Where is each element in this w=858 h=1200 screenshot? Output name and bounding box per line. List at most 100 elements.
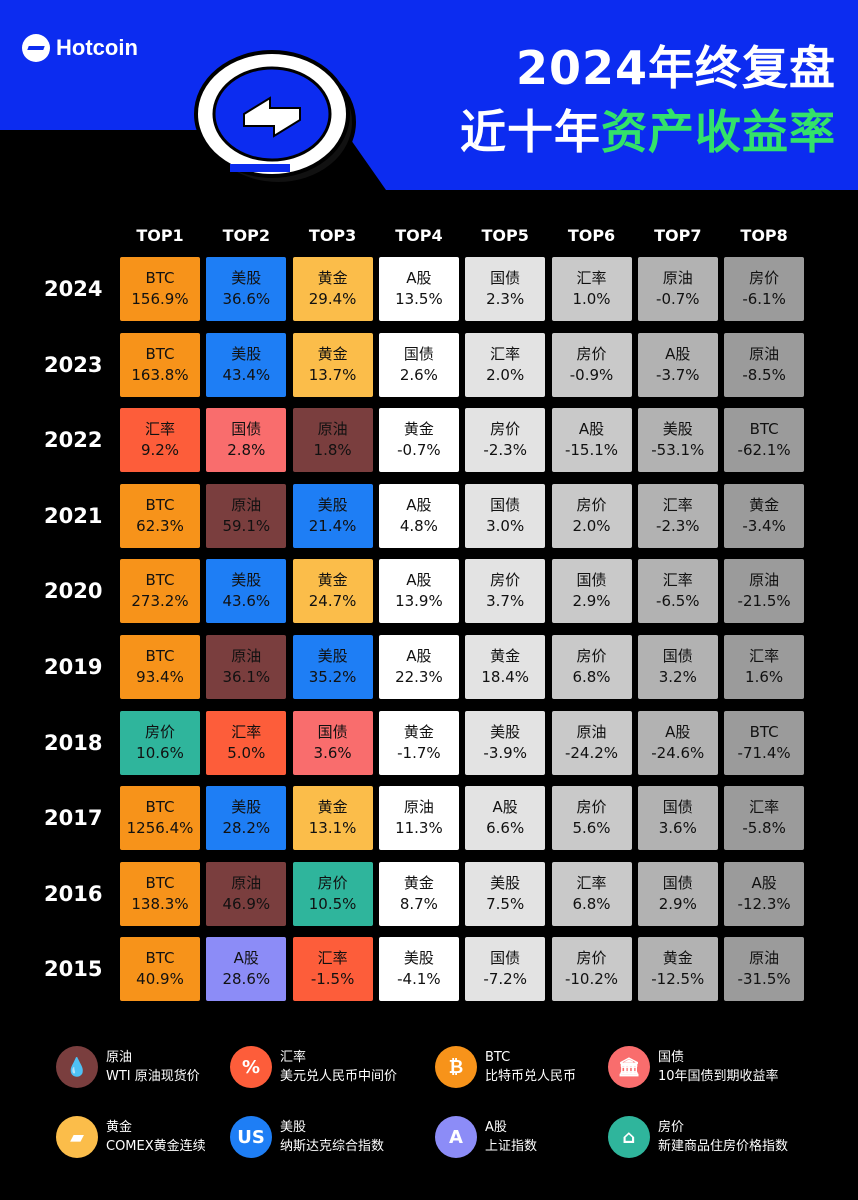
cell-asset: 房价: [576, 949, 607, 968]
cell-return: 36.6%: [222, 290, 271, 308]
cell-return: 3.7%: [486, 592, 525, 611]
cell-asset: A股: [406, 647, 432, 665]
cell-asset: 国债: [490, 495, 521, 514]
cell-asset: 房价: [490, 420, 521, 439]
table-cell: 黄金 -3.4%: [724, 483, 805, 548]
table-cell: 房价 -0.9%: [551, 332, 632, 397]
header-banner: Hotcoin 2024年终复盘 近十年资产收益率: [0, 0, 858, 190]
legend-desc: COMEX黄金连续: [106, 1139, 206, 1154]
coin-illustration-icon: [194, 50, 356, 186]
cell-asset: 原油: [317, 420, 348, 439]
cell-asset: A股: [406, 495, 432, 514]
cell-asset: 黄金: [662, 949, 693, 968]
table-cell: BTC 40.9%: [120, 937, 200, 1002]
cell-asset: 黄金: [317, 571, 348, 590]
legend-name: 黄金: [106, 1120, 133, 1135]
cell-asset: 美股: [490, 722, 521, 741]
cell-return: 36.1%: [222, 668, 271, 686]
table-cell: 汇率 1.0%: [551, 257, 632, 321]
column-header-8: TOP8: [740, 226, 788, 245]
cell-return: 2.9%: [572, 592, 611, 611]
cell-return: -24.6%: [651, 743, 705, 762]
table-cell: 房价 -10.2%: [551, 937, 632, 1002]
table-cell: BTC 156.9%: [120, 257, 200, 321]
cell-return: 8.7%: [399, 894, 438, 913]
table-cell: 国债 3.0%: [465, 483, 546, 548]
cell-asset: A股: [406, 571, 432, 590]
cell-asset: BTC: [145, 873, 175, 892]
cell-return: 43.6%: [222, 592, 271, 611]
row-year-label: 2017: [44, 806, 103, 831]
cell-asset: 原油: [231, 495, 262, 514]
cell-return: -31.5%: [737, 970, 791, 989]
table-cell: A股 13.9%: [378, 559, 459, 624]
cell-return: 2.9%: [658, 894, 697, 913]
table-cell: 黄金 24.7%: [292, 559, 373, 624]
table-cell: 国债 2.6%: [378, 332, 459, 397]
table-cell: 房价 -6.1%: [724, 257, 805, 321]
legend-desc: 纳斯达克综合指数: [280, 1139, 385, 1154]
table-cell: 国债 -7.2%: [465, 937, 546, 1002]
table-cell: 黄金 8.7%: [378, 861, 459, 926]
cell-asset: BTC: [145, 571, 175, 590]
cell-return: 5.0%: [227, 743, 266, 762]
table-cell: 黄金 -12.5%: [637, 937, 718, 1002]
cell-asset: 汇率: [231, 722, 262, 741]
cell-return: 3.2%: [658, 668, 697, 686]
cell-asset: 房价: [576, 798, 607, 817]
cell-return: 28.2%: [222, 819, 271, 838]
cell-asset: 汇率: [576, 873, 607, 892]
table-cell: A股 13.5%: [378, 257, 459, 321]
cell-asset: 国债: [662, 647, 693, 665]
cell-asset: 房价: [490, 571, 521, 590]
cell-return: 9.2%: [140, 441, 180, 460]
cell-return: 3.0%: [486, 516, 525, 535]
cell-asset: 国债: [662, 798, 693, 817]
legend-text: 美股 纳斯达克综合指数: [280, 1118, 384, 1156]
cell-return: 62.3%: [136, 516, 184, 535]
table-cell: BTC 273.2%: [120, 559, 200, 624]
table-cell: 美股 -53.1%: [637, 408, 718, 473]
oil-drop-icon: 💧: [56, 1046, 98, 1088]
table-cell: BTC 93.4%: [120, 635, 200, 699]
a-letter-icon: A: [435, 1116, 477, 1158]
table-cell: A股 -3.7%: [637, 332, 718, 397]
bank-icon: 🏛: [608, 1046, 650, 1088]
cell-return: -71.4%: [737, 743, 791, 762]
legend-desc: 美元兑人民币中间价: [280, 1069, 398, 1084]
legend-name: 汇率: [280, 1050, 307, 1065]
legend-item: US 美股 纳斯达克综合指数: [230, 1116, 384, 1158]
cell-asset: 房价: [576, 495, 607, 514]
column-header-2: TOP2: [222, 226, 270, 245]
cell-return: -3.7%: [656, 365, 700, 384]
cell-return: -62.1%: [737, 441, 791, 460]
table-cell: 汇率 -5.8%: [724, 786, 805, 851]
house-icon: ⌂: [608, 1116, 650, 1158]
legend-text: 黄金 COMEX黄金连续: [106, 1118, 206, 1156]
title-line-1: 2024年终复盘: [515, 41, 836, 95]
cell-return: 13.5%: [395, 290, 443, 308]
cell-return: 1.8%: [313, 441, 352, 460]
cell-asset: BTC: [145, 949, 175, 968]
cell-return: -8.5%: [742, 365, 786, 384]
cell-return: -0.7%: [656, 290, 700, 308]
row-year-label: 2016: [44, 881, 103, 906]
table-cell: 国债 2.8%: [206, 408, 287, 473]
legend-name: A股: [485, 1120, 507, 1135]
cell-asset: A股: [665, 344, 691, 363]
table-cell: 国债 3.6%: [637, 786, 718, 851]
cell-return: 3.6%: [658, 819, 697, 838]
cell-asset: A股: [578, 420, 605, 439]
cell-asset: 原油: [749, 571, 780, 590]
cell-return: 35.2%: [308, 668, 357, 686]
cell-asset: BTC: [145, 798, 175, 817]
cell-asset: BTC: [749, 420, 779, 439]
cell-asset: 原油: [662, 269, 693, 287]
cell-asset: 房价: [317, 873, 348, 892]
cell-return: -1.5%: [310, 970, 355, 989]
row-year-label: 2021: [44, 503, 103, 528]
table-cell: 美股 28.2%: [206, 786, 287, 851]
legend-item: 🏛 国债 10年国债到期收益率: [608, 1046, 779, 1088]
cell-return: 2.3%: [486, 290, 525, 308]
legend-desc: 上证指数: [485, 1139, 538, 1154]
